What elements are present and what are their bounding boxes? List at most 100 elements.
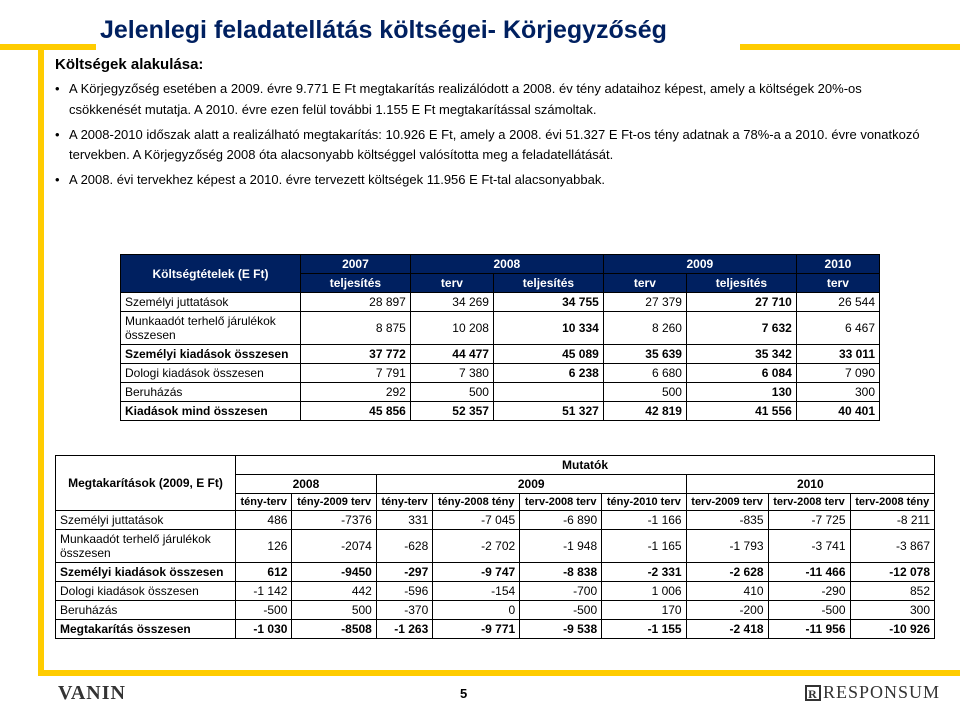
cell: -9 538 xyxy=(520,620,602,639)
cell: -500 xyxy=(236,601,292,620)
cell: -1 155 xyxy=(602,620,686,639)
cell: 486 xyxy=(236,511,292,530)
table-row: Dologi kiadások összesen-1 142442-596-15… xyxy=(56,582,935,601)
row-label: Beruházás xyxy=(121,383,301,402)
cell: -8 211 xyxy=(850,511,935,530)
cell: -1 142 xyxy=(236,582,292,601)
cell: 8 260 xyxy=(603,312,686,345)
row-label: Kiadások mind összesen xyxy=(121,402,301,421)
subheading: Költségek alakulása: xyxy=(55,56,935,73)
table-row: Személyi juttatások486-7376331-7 045-6 8… xyxy=(56,511,935,530)
cell: -2 418 xyxy=(686,620,768,639)
table-row: Személyi kiadások összesen612-9450-297-9… xyxy=(56,563,935,582)
cell: -700 xyxy=(520,582,602,601)
row-label: Dologi kiadások összesen xyxy=(56,582,236,601)
cell: -297 xyxy=(376,563,432,582)
page-number: 5 xyxy=(460,686,467,701)
t2-year: 2008 xyxy=(236,475,377,494)
cell: 51 327 xyxy=(493,402,603,421)
footer-vanin: VANIN xyxy=(58,682,126,705)
t2-sub: tény-terv xyxy=(376,494,432,511)
cell: -10 926 xyxy=(850,620,935,639)
cell: 34 269 xyxy=(410,293,493,312)
table-row: Kiadások mind összesen45 85652 35751 327… xyxy=(121,402,880,421)
row-label: Dologi kiadások összesen xyxy=(121,364,301,383)
t2-sub: terv-2008 terv xyxy=(520,494,602,511)
cell: -1 263 xyxy=(376,620,432,639)
t1-sub: terv xyxy=(796,274,879,293)
cell: 126 xyxy=(236,530,292,563)
t1-body: Személyi juttatások28 89734 26934 75527 … xyxy=(121,293,880,421)
cell: 41 556 xyxy=(686,402,796,421)
cell: -11 466 xyxy=(768,563,850,582)
cell: -9 747 xyxy=(433,563,520,582)
cell: 35 342 xyxy=(686,345,796,364)
cell: 331 xyxy=(376,511,432,530)
cell: -7 725 xyxy=(768,511,850,530)
cell: -8508 xyxy=(292,620,376,639)
cell: 300 xyxy=(796,383,879,402)
cell: 170 xyxy=(602,601,686,620)
cell: -11 956 xyxy=(768,620,850,639)
cell: -1 793 xyxy=(686,530,768,563)
t1-sub: terv xyxy=(410,274,493,293)
cell: 130 xyxy=(686,383,796,402)
cell: 7 090 xyxy=(796,364,879,383)
cell: 500 xyxy=(410,383,493,402)
cell: 0 xyxy=(433,601,520,620)
cell: 45 856 xyxy=(301,402,411,421)
t2-sub: tény-2008 tény xyxy=(433,494,520,511)
gold-bar-top-right xyxy=(740,44,960,50)
cell: 442 xyxy=(292,582,376,601)
cell: -1 948 xyxy=(520,530,602,563)
cell: -2 331 xyxy=(602,563,686,582)
row-label: Beruházás xyxy=(56,601,236,620)
cell: -7376 xyxy=(292,511,376,530)
cell: 500 xyxy=(292,601,376,620)
t2-sub: tény-2009 terv xyxy=(292,494,376,511)
responsum-icon: R xyxy=(805,685,821,701)
t1-sub: terv xyxy=(603,274,686,293)
cell: 27 710 xyxy=(686,293,796,312)
responsum-text: RESPONSUM xyxy=(823,682,940,702)
t1-sub: teljesítés xyxy=(301,274,411,293)
cell: 300 xyxy=(850,601,935,620)
table-row: Beruházás292500500130300 xyxy=(121,383,880,402)
cell: 8 875 xyxy=(301,312,411,345)
row-label: Személyi juttatások xyxy=(56,511,236,530)
cell: 7 791 xyxy=(301,364,411,383)
cell: -9 771 xyxy=(433,620,520,639)
cell: -596 xyxy=(376,582,432,601)
footer-responsum: RRESPONSUM xyxy=(805,682,940,703)
cell: -12 078 xyxy=(850,563,935,582)
table-row: Megtakarítás összesen-1 030-8508-1 263-9… xyxy=(56,620,935,639)
cell: 45 089 xyxy=(493,345,603,364)
cell: -8 838 xyxy=(520,563,602,582)
cell: 1 006 xyxy=(602,582,686,601)
cell: -6 890 xyxy=(520,511,602,530)
cell: -500 xyxy=(768,601,850,620)
cell: -1 030 xyxy=(236,620,292,639)
cell: 34 755 xyxy=(493,293,603,312)
row-label: Munkaadót terhelő járulékok összesen xyxy=(121,312,301,345)
cell: 42 819 xyxy=(603,402,686,421)
cell: -370 xyxy=(376,601,432,620)
cell: -2 702 xyxy=(433,530,520,563)
gold-bar-bottom xyxy=(38,670,960,676)
cell: -628 xyxy=(376,530,432,563)
cell: 7 380 xyxy=(410,364,493,383)
t1-year: 2008 xyxy=(410,255,603,274)
table-row: Munkaadót terhelő járulékok összesen126-… xyxy=(56,530,935,563)
cell: 28 897 xyxy=(301,293,411,312)
cell: 52 357 xyxy=(410,402,493,421)
cell: -7 045 xyxy=(433,511,520,530)
t2-sub: terv-2009 terv xyxy=(686,494,768,511)
row-label: Személyi kiadások összesen xyxy=(121,345,301,364)
cost-table: Költségtételek (E Ft) 2007 2008 2009 201… xyxy=(120,254,880,421)
savings-table: Megtakarítások (2009, E Ft) Mutatók 2008… xyxy=(55,455,935,639)
t2-year: 2010 xyxy=(686,475,934,494)
cell: -290 xyxy=(768,582,850,601)
t2-sub: tény-terv xyxy=(236,494,292,511)
cell: 852 xyxy=(850,582,935,601)
row-label: Megtakarítás összesen xyxy=(56,620,236,639)
